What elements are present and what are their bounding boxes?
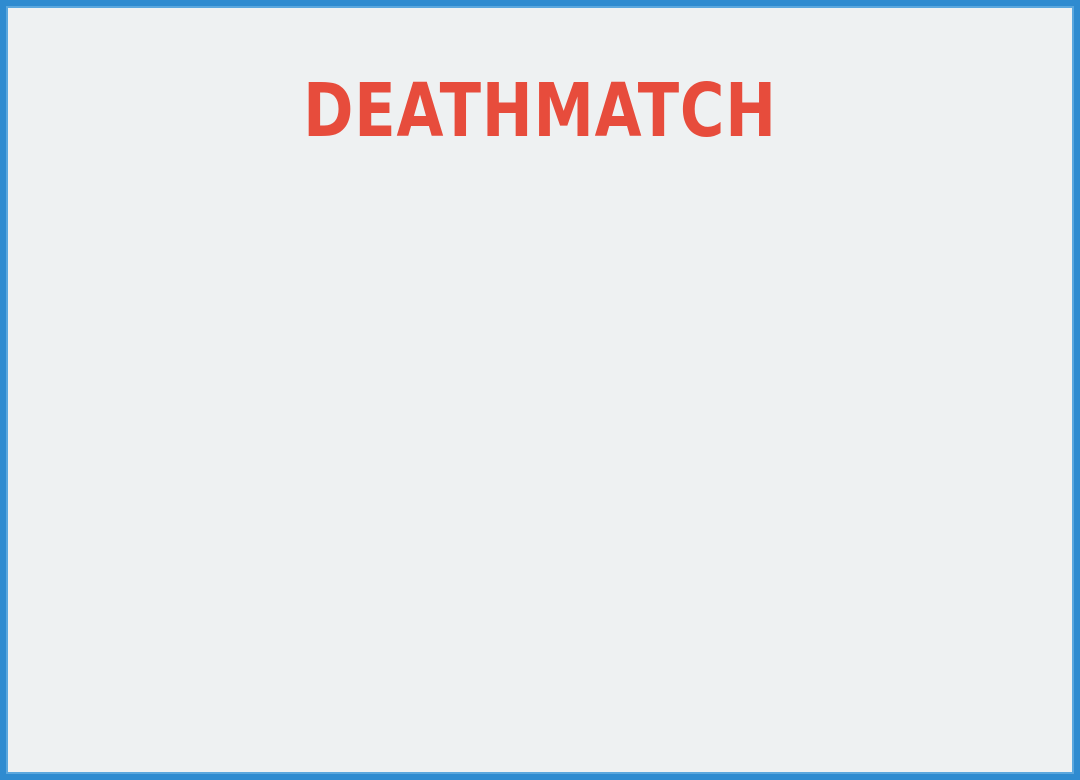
game-play-area[interactable] bbox=[12, 186, 1068, 768]
game-title: DEATHMATCH bbox=[303, 68, 777, 154]
